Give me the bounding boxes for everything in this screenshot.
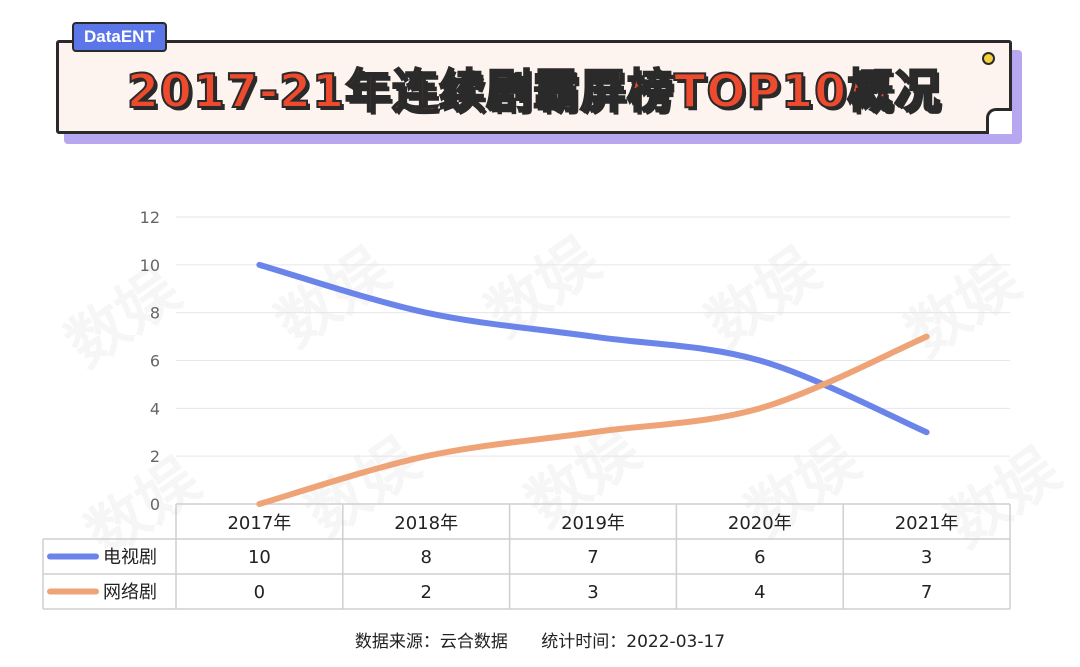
y-tick-label: 2	[150, 447, 160, 466]
title-banner: 2017-21年连续剧霸屏榜TOP10概况	[56, 40, 1012, 134]
table-cell-value: 7	[587, 547, 598, 568]
table-cell-value: 6	[754, 547, 765, 568]
x-category-label: 2019年	[561, 513, 625, 534]
table-cell-value: 8	[420, 547, 431, 568]
legend-label: 网络剧	[103, 582, 157, 603]
x-category-label: 2017年	[227, 513, 291, 534]
series-line	[256, 261, 930, 436]
table-cell-value: 10	[248, 547, 271, 568]
table-cell-value: 0	[254, 582, 265, 603]
page-fold-icon	[986, 108, 1012, 134]
y-tick-label: 10	[140, 256, 160, 275]
x-category-label: 2018年	[394, 513, 458, 534]
table-cell-value: 3	[587, 582, 598, 603]
legend-label: 电视剧	[103, 547, 157, 568]
y-tick-label: 12	[140, 208, 160, 227]
table-cell-value: 2	[420, 582, 431, 603]
decorative-dot-icon	[982, 52, 995, 65]
chart-title: 2017-21年连续剧霸屏榜TOP10概况	[126, 63, 942, 119]
footer: 数据来源：云合数据 统计时间：2022-03-17	[0, 627, 1080, 652]
table-cell-value: 3	[921, 547, 932, 568]
y-tick-label: 4	[150, 399, 160, 418]
data-source: 数据来源：云合数据	[354, 632, 508, 652]
brand-badge: DataENT	[72, 22, 167, 52]
stat-date: 统计时间：2022-03-17	[541, 632, 726, 652]
table-cell-value: 4	[754, 582, 765, 603]
x-category-label: 2021年	[895, 513, 959, 534]
table-cell-value: 7	[921, 582, 932, 603]
series-line	[256, 333, 930, 507]
y-tick-label: 8	[150, 304, 160, 323]
y-tick-label: 0	[150, 495, 160, 514]
y-tick-label: 6	[150, 352, 160, 371]
x-category-label: 2020年	[728, 513, 792, 534]
